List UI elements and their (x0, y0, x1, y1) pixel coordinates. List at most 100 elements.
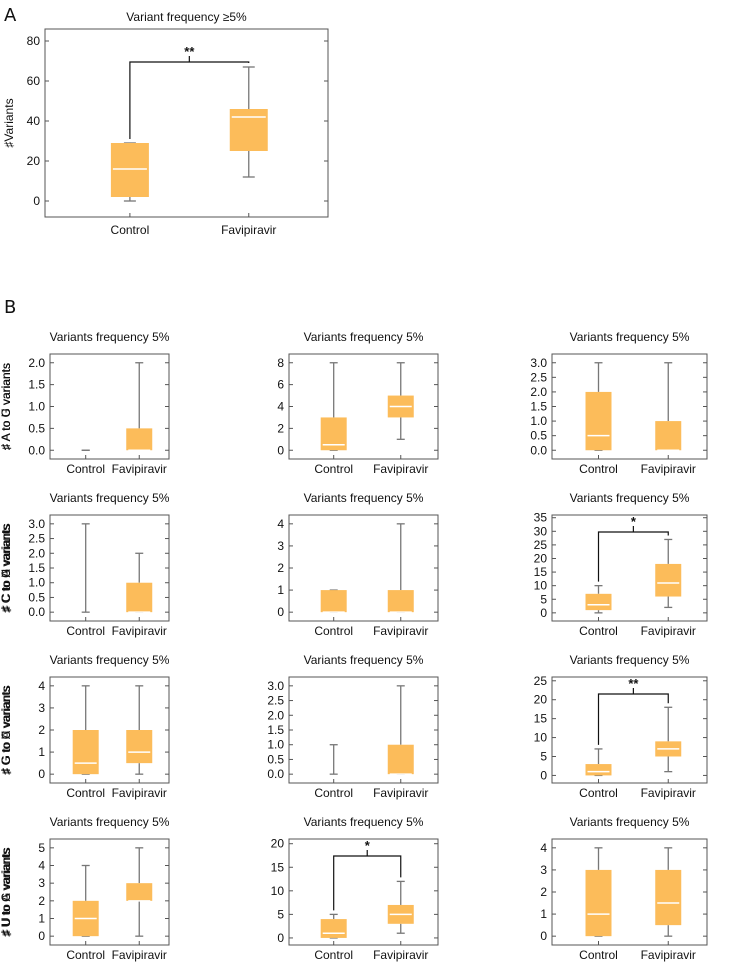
y-axis-label: ♯ A to C variants (0, 363, 13, 450)
y-tick-label: 2 (277, 421, 284, 435)
chart-title: Variants frequency 5% (570, 815, 690, 829)
box-iqr (126, 428, 153, 451)
y-tick-label: 1 (277, 583, 284, 597)
box-favipiravir (387, 880, 414, 934)
chart-title: Variant frequency ≥5% (126, 10, 247, 24)
y-tick-label: 1.5 (28, 378, 45, 392)
y-tick-label: 0.0 (267, 767, 284, 781)
y-tick-label: 20 (271, 837, 285, 851)
chart-title: Variants frequency 5% (50, 491, 170, 505)
y-tick-label: 3.0 (28, 517, 45, 531)
y-tick-label: 3 (38, 701, 45, 715)
x-category-label: Favipiravir (112, 786, 167, 800)
chart-title: Variants frequency 5% (304, 653, 424, 667)
box-iqr (585, 764, 612, 776)
significance-stars: ** (628, 676, 639, 691)
box-favipiravir (655, 362, 682, 451)
y-tick-label: 10 (534, 579, 548, 593)
y-tick-label: 2 (38, 723, 45, 737)
x-category-label: Control (314, 786, 353, 800)
x-category-label: Control (314, 948, 353, 962)
x-category-label: Favipiravir (641, 462, 696, 476)
plot-frame (551, 676, 708, 784)
y-tick-label: 0 (540, 606, 547, 620)
x-category-label: Control (66, 948, 105, 962)
box-iqr (585, 869, 612, 937)
significance-bracket: * (597, 514, 669, 582)
y-tick-label: 1.5 (530, 400, 547, 414)
bracket-line (333, 855, 402, 911)
y-tick-label: 1.5 (28, 561, 45, 575)
plot-frame (288, 838, 439, 946)
y-axis-label: ♯ C to G variants (0, 523, 13, 612)
chart-a: Variant frequency ≥5% 0 20 40 60 80 ♯Variants C… (2, 10, 329, 237)
y-tick-label: 35 (534, 511, 548, 525)
box-favipiravir (655, 538, 682, 609)
y-tick-label: 0.5 (28, 421, 45, 435)
significance-stars: * (631, 514, 637, 529)
box-iqr (110, 143, 149, 197)
plot-frame (49, 838, 170, 946)
box-control (320, 362, 347, 451)
y-tick-label: 4 (277, 517, 284, 531)
x-category-label: Favipiravir (112, 624, 167, 638)
significance-bracket: ** (129, 44, 250, 139)
y-tick-label: 60 (27, 74, 41, 88)
y-tick-label: 0 (38, 929, 45, 943)
chart-b7: Variants frequency 5% 0 1 2 3 4 ♯ G to A varia… (0, 653, 170, 800)
y-tick-label: 25 (534, 674, 548, 688)
x-category-label: Favipiravir (112, 948, 167, 962)
chart-b10: Variants frequency 5% 0 1 2 3 4 5 ♯ U to A vari… (0, 815, 170, 962)
panel-label-a: A (4, 5, 17, 26)
box-favipiravir (387, 523, 414, 613)
y-tick-label: 1.0 (28, 400, 45, 414)
y-axis-label: ♯ U to C variants (0, 848, 13, 937)
plot-frame (551, 838, 708, 946)
y-tick-label: 0.0 (28, 443, 45, 457)
x-category-label: Favipiravir (112, 462, 167, 476)
box-control (81, 523, 90, 613)
y-axis-label: ♯Variants (2, 98, 16, 147)
y-tick-label: 6 (277, 378, 284, 392)
y-tick-label: 0 (277, 931, 284, 945)
significance-stars: * (365, 838, 371, 853)
box-favipiravir (387, 685, 414, 775)
y-tick-label: 2.0 (28, 546, 45, 560)
y-tick-label: 0 (38, 767, 45, 781)
x-category-label: Control (579, 624, 618, 638)
chart-title: Variants frequency 5% (570, 491, 690, 505)
panel-label-b: B (4, 297, 16, 318)
x-category-label: Control (314, 624, 353, 638)
y-tick-label: 40 (27, 114, 41, 128)
significance-bracket: * (333, 838, 402, 911)
x-category-label: Favipiravir (373, 786, 428, 800)
chart-b3: Variants frequency 5%0.00.51.01.52.02.53… (0, 330, 708, 476)
y-tick-label: 0.5 (530, 429, 547, 443)
y-tick-label: 0 (540, 768, 547, 782)
chart-title: Variants frequency 5% (570, 653, 690, 667)
y-tick-label: 1.0 (267, 738, 284, 752)
y-axis-label: ♯ G to U variants (0, 685, 13, 774)
y-axis-label: ♯ G to A variants (0, 686, 13, 773)
x-category-label: Favipiravir (641, 624, 696, 638)
y-tick-label: 2 (540, 885, 547, 899)
y-axis-label: ♯ A to U variants (0, 363, 13, 450)
y-tick-label: 0 (277, 443, 284, 457)
box-iqr (126, 883, 153, 901)
significance-bracket: ** (597, 676, 669, 745)
box-favipiravir (387, 362, 414, 440)
y-tick-label: 3 (540, 863, 547, 877)
y-axis-label: ♯ C to A variants (0, 525, 13, 612)
x-category-label: Control (66, 624, 105, 638)
y-axis-label: ♯ U to A variants (0, 849, 13, 936)
y-tick-label: 5 (277, 907, 284, 921)
y-tick-label: 3 (277, 539, 284, 553)
y-tick-label: 2 (38, 894, 45, 908)
x-category-label: Favipiravir (373, 462, 428, 476)
bracket-line (597, 693, 669, 745)
box-control (585, 362, 612, 451)
y-tick-label: 20 (534, 551, 548, 565)
